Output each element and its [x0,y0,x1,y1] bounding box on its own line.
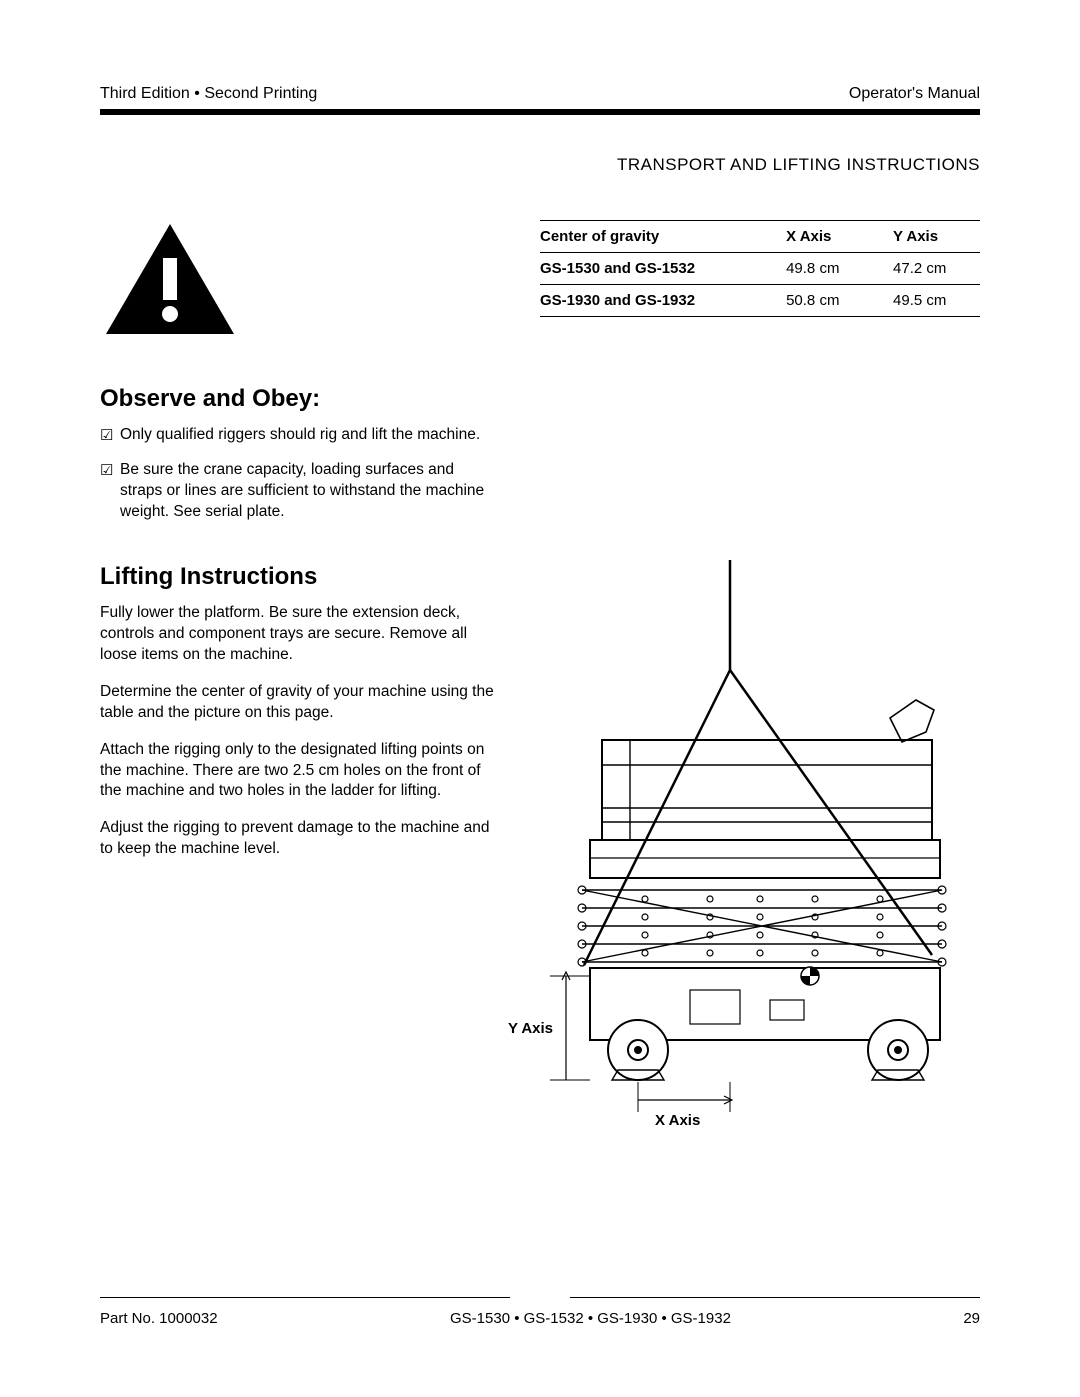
checkbox-icon: ☑ [100,426,120,446]
header-right: Operator's Manual [849,85,980,103]
table-row: GS-1530 and GS-1532 49.8 cm 47.2 cm [540,253,980,285]
footer-page-number: 29 [963,1310,980,1327]
checklist-text: Be sure the crane capacity, loading surf… [120,460,500,523]
diagram-x-axis-label: X Axis [655,1112,700,1129]
center-of-gravity-table: Center of gravity X Axis Y Axis GS-1530 … [540,220,980,317]
lifting-heading: Lifting Instructions [100,563,500,591]
table-header: Y Axis [873,221,980,253]
scissor-lift-diagram-svg [520,560,980,1140]
table-cell: 50.8 cm [766,285,873,317]
body-paragraph: Fully lower the platform. Be sure the ex… [100,603,500,666]
table-cell: 49.8 cm [766,253,873,285]
table-cell: GS-1930 and GS-1932 [540,285,766,317]
observe-heading: Observe and Obey: [100,385,500,413]
footer-models: GS-1530 • GS-1532 • GS-1930 • GS-1932 [450,1310,731,1327]
table-header: X Axis [766,221,873,253]
page-header: Third Edition • Second Printing Operator… [100,85,980,109]
table-cell: 47.2 cm [873,253,980,285]
body-paragraph: Attach the rigging only to the designate… [100,740,500,803]
manual-page: Third Edition • Second Printing Operator… [0,0,1080,1397]
footer-rules [100,1297,980,1298]
footer-part-no: Part No. 1000032 [100,1310,218,1327]
table-header-row: Center of gravity X Axis Y Axis [540,221,980,253]
checklist-item: ☑ Only qualified riggers should rig and … [100,425,500,446]
left-column: Observe and Obey: ☑ Only qualified rigge… [100,220,500,876]
body-paragraph: Determine the center of gravity of your … [100,682,500,724]
table-cell: 49.5 cm [873,285,980,317]
diagram-y-axis-label: Y Axis [508,1020,553,1037]
table-cell: GS-1530 and GS-1532 [540,253,766,285]
checklist-text: Only qualified riggers should rig and li… [120,425,480,446]
header-rule [100,109,980,115]
checkbox-icon: ☑ [100,461,120,481]
body-paragraph: Adjust the rigging to prevent damage to … [100,818,500,860]
checklist-item: ☑ Be sure the crane capacity, loading su… [100,460,500,523]
warning-triangle-icon [100,220,240,340]
page-footer: Part No. 1000032 GS-1530 • GS-1532 • GS-… [100,1297,980,1327]
lift-diagram: Y Axis X Axis [520,560,980,1145]
table-row: GS-1930 and GS-1932 50.8 cm 49.5 cm [540,285,980,317]
table-header: Center of gravity [540,221,766,253]
section-title: TRANSPORT AND LIFTING INSTRUCTIONS [100,155,980,175]
header-left: Third Edition • Second Printing [100,85,317,103]
